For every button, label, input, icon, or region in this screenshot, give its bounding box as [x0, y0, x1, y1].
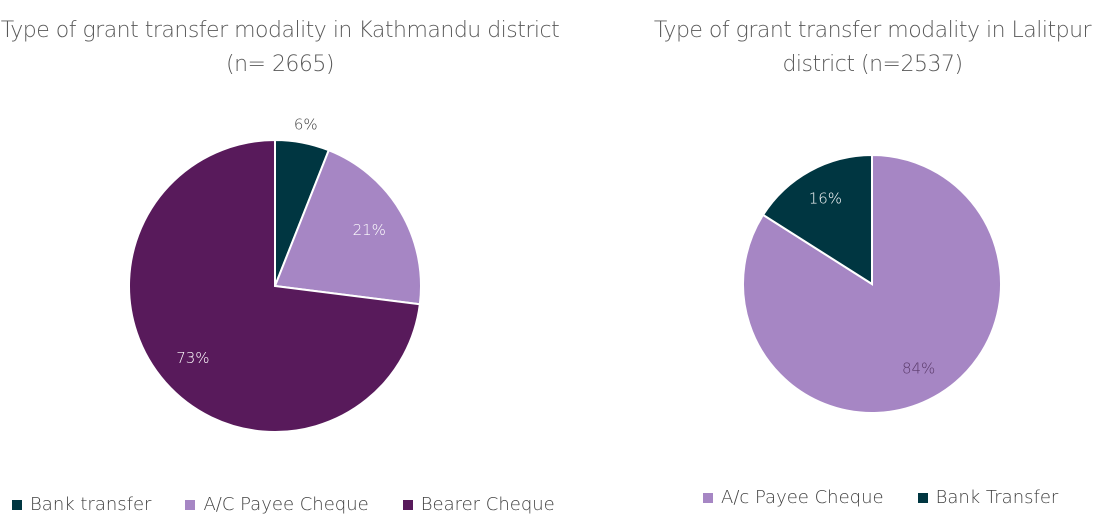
- legend-item: A/c Payee Cheque: [703, 487, 884, 508]
- data-label: 16%: [809, 190, 842, 208]
- legend-label: Bearer Cheque: [420, 494, 555, 515]
- legend-item: Bearer Cheque: [402, 494, 555, 515]
- legend-swatch: [917, 492, 928, 503]
- legend: Bank transfer A/C Payee Cheque Bearer Cheq…: [12, 494, 555, 515]
- data-label: 6%: [294, 115, 318, 133]
- chart-title: Type of grant transfer modality in Kathm…: [0, 18, 560, 77]
- pie-slice: [273, 148, 422, 306]
- pie-slice: [761, 153, 873, 286]
- legend-label: Bank transfer: [30, 494, 152, 515]
- legend: A/c Payee Cheque Bank Transfer: [703, 487, 1058, 508]
- data-label: 21%: [353, 221, 386, 239]
- legend-label: A/C Payee Cheque: [203, 494, 369, 515]
- pie-slice: [128, 138, 421, 433]
- legend-label: A/c Payee Cheque: [721, 487, 884, 508]
- legend-label: Bank Transfer: [935, 487, 1059, 508]
- data-label: 73%: [176, 349, 209, 367]
- legend-item: Bank transfer: [12, 494, 151, 515]
- chart-title: Type of grant transfer modality in Lalit…: [653, 18, 1092, 77]
- legend-swatch: [185, 499, 196, 510]
- legend-swatch: [703, 492, 713, 503]
- legend-item: A/C Payee Cheque: [185, 494, 369, 515]
- legend-item: Bank Transfer: [917, 487, 1059, 508]
- legend-swatch: [402, 499, 413, 510]
- legend-swatch: [12, 499, 22, 510]
- data-label: 84%: [902, 359, 935, 377]
